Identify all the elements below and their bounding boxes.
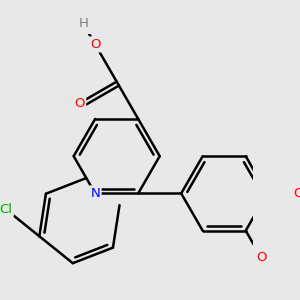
Text: O: O <box>256 251 267 264</box>
Text: O: O <box>293 187 300 200</box>
Text: N: N <box>90 187 100 200</box>
Text: O: O <box>74 97 85 110</box>
Text: O: O <box>90 38 101 51</box>
Text: H: H <box>78 17 88 30</box>
Text: Cl: Cl <box>0 203 12 216</box>
